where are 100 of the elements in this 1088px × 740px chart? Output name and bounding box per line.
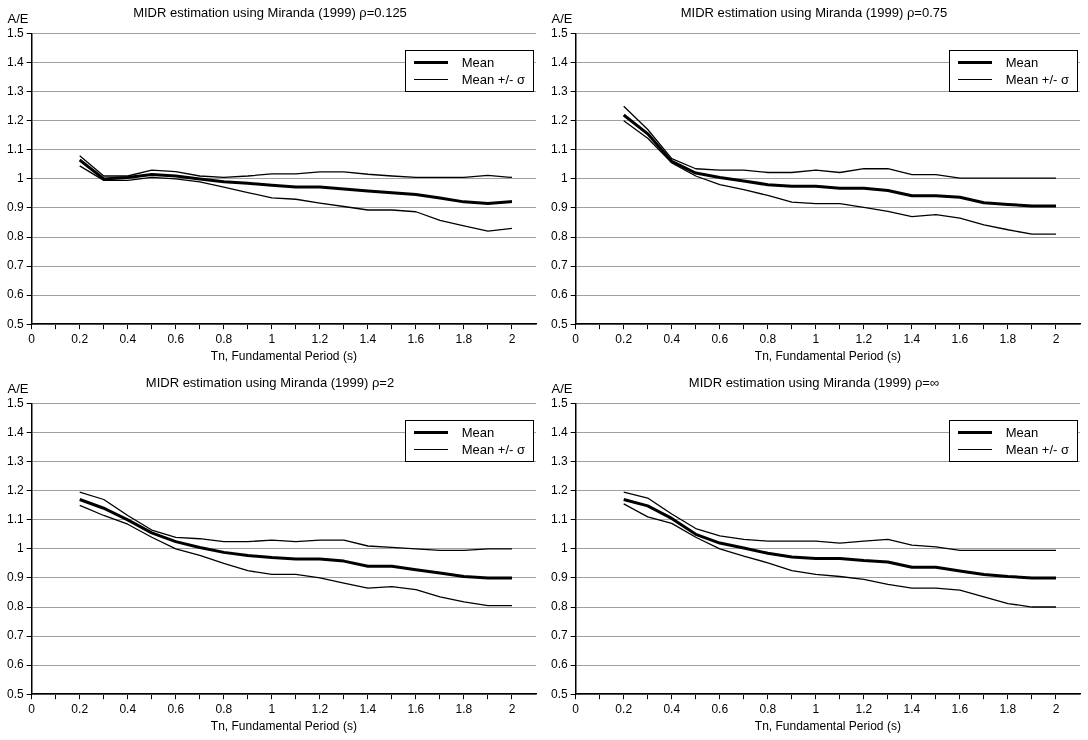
- x-tick-label: 2: [1052, 331, 1060, 346]
- y-tick-label: 1: [560, 541, 568, 556]
- x-tick-label: 1.4: [359, 331, 377, 346]
- y-tick-label: 0.9: [550, 570, 568, 585]
- y-tick-label: 0.6: [550, 657, 568, 672]
- x-tick-label: 0.2: [71, 701, 89, 716]
- x-axis-title: Tn, Fundamental Period (s): [754, 349, 901, 364]
- y-tick-label: 1.2: [550, 113, 568, 128]
- x-tick-label: 1.6: [407, 331, 425, 346]
- legend-label: Mean: [461, 54, 495, 70]
- x-tick-label: 1.2: [855, 331, 873, 346]
- chart-title: MIDR estimation using Miranda (1999) ρ=0.125: [133, 5, 407, 21]
- x-tick-label: 1.2: [311, 701, 329, 716]
- x-tick-label: 0.4: [663, 701, 681, 716]
- y-tick-label: 1.3: [550, 454, 568, 469]
- y-tick-label: 1.3: [6, 454, 24, 469]
- y-tick-label: 0.8: [6, 229, 24, 244]
- y-tick-label: 0.7: [6, 628, 24, 643]
- y-tick-label: 1.4: [6, 424, 24, 439]
- y-tick-label: 0.5: [6, 316, 24, 331]
- x-tick-label: 0: [572, 701, 580, 716]
- x-tick-label: 0.4: [119, 701, 137, 716]
- x-tick-label: 0: [28, 331, 36, 346]
- x-tick-label: 1.8: [455, 701, 473, 716]
- y-axis-title: A/E: [7, 10, 29, 26]
- x-tick-label: 0.6: [711, 331, 729, 346]
- x-tick-label: 0.4: [663, 331, 681, 346]
- y-axis-title: A/E: [551, 380, 573, 396]
- y-tick-label: 1.5: [550, 395, 568, 410]
- legend-label: Mean: [1005, 54, 1039, 70]
- x-tick-label: 0.6: [167, 331, 185, 346]
- y-tick-label: 0.6: [6, 287, 24, 302]
- x-tick-label: 0.6: [711, 701, 729, 716]
- y-tick-label: 1.2: [6, 483, 24, 498]
- y-tick-label: 0.5: [550, 686, 568, 701]
- legend-label: Mean +/- σ: [1005, 441, 1069, 457]
- x-tick-label: 1.8: [455, 331, 473, 346]
- x-tick-label: 1: [812, 331, 820, 346]
- x-tick-label: 0: [572, 331, 580, 346]
- y-tick-label: 0.9: [550, 200, 568, 215]
- y-tick-label: 0.6: [6, 657, 24, 672]
- y-tick-label: 1.1: [550, 142, 568, 157]
- x-axis-title: Tn, Fundamental Period (s): [210, 719, 357, 734]
- y-tick-label: 1.4: [550, 424, 568, 439]
- y-tick-label: 1.3: [550, 84, 568, 99]
- y-tick-label: 1.5: [550, 25, 568, 40]
- x-tick-label: 0: [28, 701, 36, 716]
- x-tick-label: 0.2: [615, 331, 633, 346]
- x-tick-label: 1.6: [951, 701, 969, 716]
- x-tick-label: 0.4: [119, 331, 137, 346]
- x-tick-label: 0.2: [71, 331, 89, 346]
- chart-title: MIDR estimation using Miranda (1999) ρ=∞: [688, 375, 940, 391]
- y-tick-label: 1.5: [6, 395, 24, 410]
- legend-label: Mean +/- σ: [461, 71, 525, 87]
- y-tick-label: 1.1: [550, 512, 568, 527]
- x-tick-label: 0.8: [759, 331, 777, 346]
- x-tick-label: 2: [508, 701, 516, 716]
- legend-label: Mean +/- σ: [1005, 71, 1069, 87]
- x-tick-label: 1: [268, 701, 276, 716]
- x-tick-label: 1: [268, 331, 276, 346]
- x-tick-label: 2: [1052, 701, 1060, 716]
- y-tick-label: 1.4: [550, 54, 568, 69]
- y-tick-label: 1.2: [550, 483, 568, 498]
- legend-label: Mean: [1005, 424, 1039, 440]
- y-tick-label: 0.7: [550, 258, 568, 273]
- x-tick-label: 1.8: [999, 701, 1017, 716]
- y-tick-label: 1: [560, 171, 568, 186]
- x-tick-label: 1.4: [903, 701, 921, 716]
- y-tick-label: 0.9: [6, 200, 24, 215]
- x-tick-label: 0.2: [615, 701, 633, 716]
- legend-label: Mean +/- σ: [461, 441, 525, 457]
- x-tick-label: 1: [812, 701, 820, 716]
- x-tick-label: 1.4: [359, 701, 377, 716]
- chart-title: MIDR estimation using Miranda (1999) ρ=0.75: [680, 5, 948, 21]
- y-tick-label: 0.9: [6, 570, 24, 585]
- y-tick-label: 1: [16, 541, 24, 556]
- x-tick-label: 1.4: [903, 331, 921, 346]
- x-tick-label: 0.6: [167, 701, 185, 716]
- y-axis-title: A/E: [551, 10, 573, 26]
- y-axis-title: A/E: [7, 380, 29, 396]
- y-tick-label: 1.5: [6, 25, 24, 40]
- x-tick-label: 1.2: [311, 331, 329, 346]
- y-tick-label: 0.5: [550, 316, 568, 331]
- x-tick-label: 1.2: [855, 701, 873, 716]
- y-tick-label: 0.7: [6, 258, 24, 273]
- x-tick-label: 1.8: [999, 331, 1017, 346]
- y-tick-label: 0.8: [6, 599, 24, 614]
- y-tick-label: 0.8: [550, 229, 568, 244]
- x-tick-label: 1.6: [407, 701, 425, 716]
- y-tick-label: 0.5: [6, 686, 24, 701]
- x-tick-label: 0.8: [215, 701, 233, 716]
- y-tick-label: 1.4: [6, 54, 24, 69]
- y-tick-label: 1: [16, 171, 24, 186]
- y-tick-label: 1.1: [6, 512, 24, 527]
- chart-title: MIDR estimation using Miranda (1999) ρ=2: [145, 375, 395, 391]
- y-tick-label: 1.1: [6, 142, 24, 157]
- y-tick-label: 0.6: [550, 287, 568, 302]
- x-tick-label: 1.6: [951, 331, 969, 346]
- legend-label: Mean: [461, 424, 495, 440]
- y-tick-label: 1.3: [6, 84, 24, 99]
